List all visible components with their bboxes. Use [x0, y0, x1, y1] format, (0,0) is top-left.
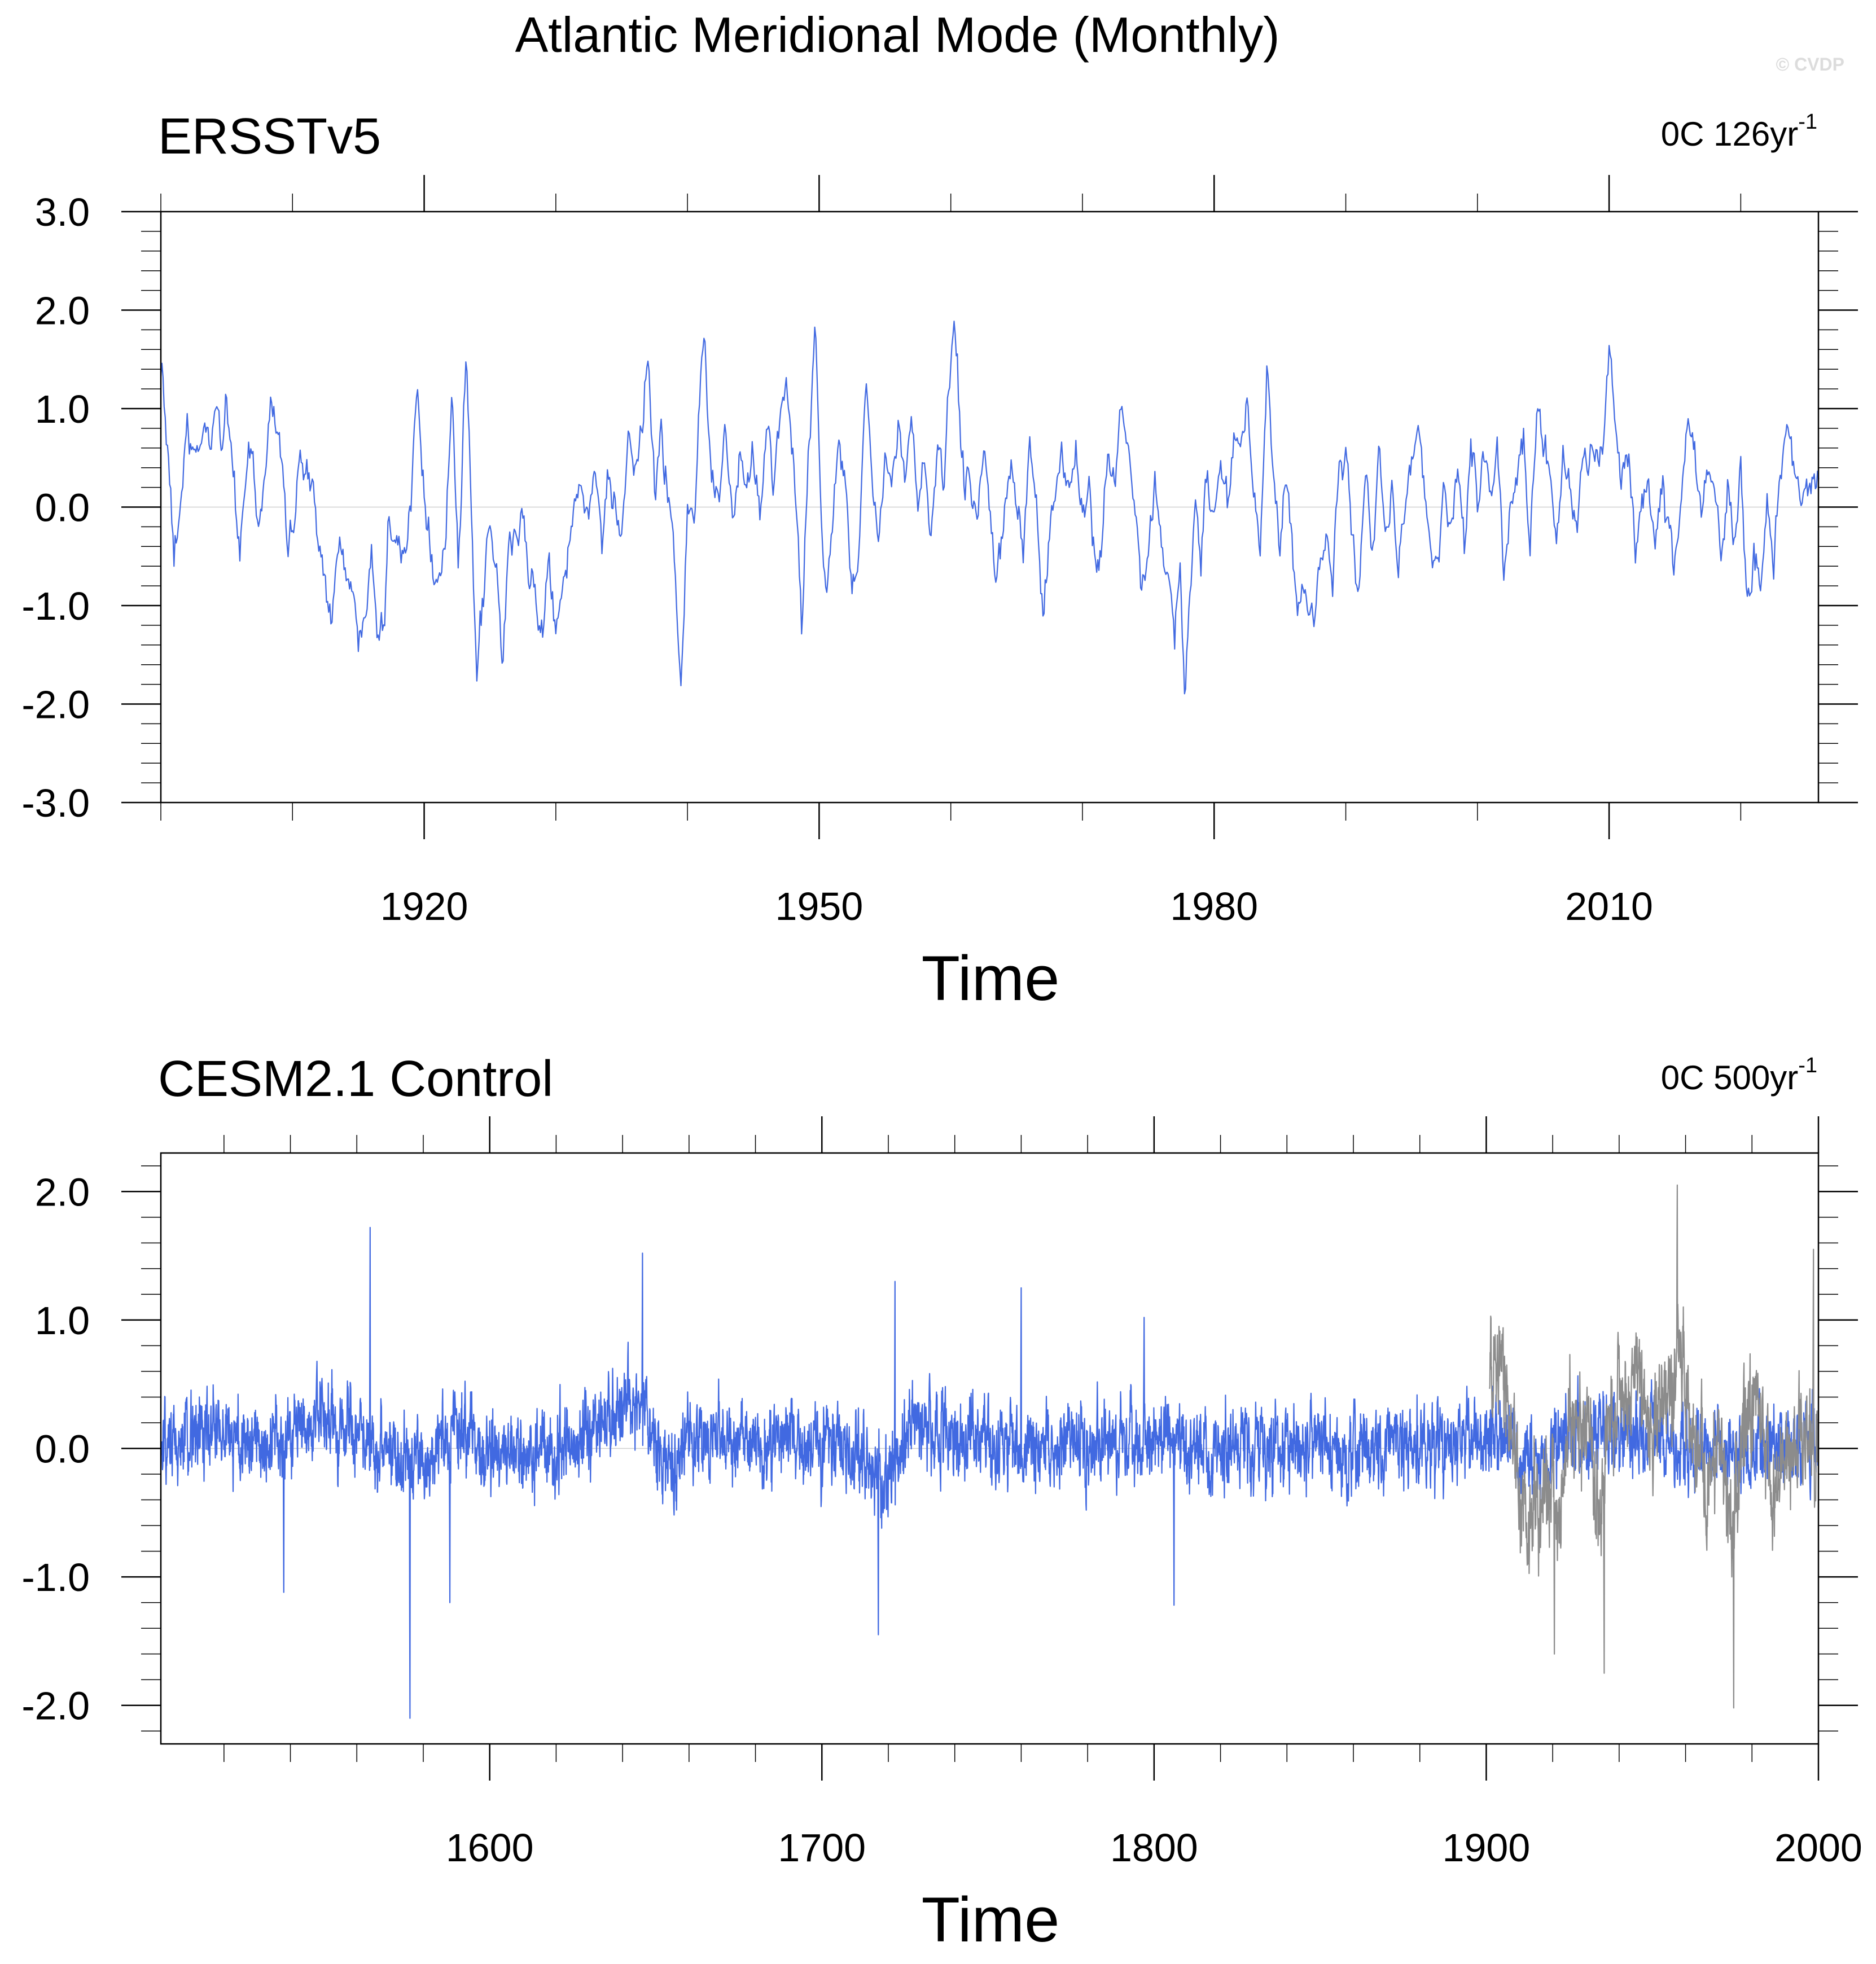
x-tick-label: 1900 [1443, 1826, 1531, 1870]
panel-title-cesm21-control: CESM2.1 Control [158, 1051, 553, 1107]
y-tick-label: -2.0 [21, 683, 90, 727]
panel-annotation-cesm21-control: 0C 500yr-1 [1661, 1054, 1817, 1097]
y-tick-label: -2.0 [21, 1684, 90, 1728]
x-tick-label: 1600 [446, 1826, 534, 1870]
y-tick-label: 3.0 [35, 190, 90, 234]
y-axis-cesm21-control: -2.0 -1.0 0.0 1.0 2.0 [21, 1165, 1858, 1731]
y-tick-label: 1.0 [35, 1299, 90, 1343]
x-axis-label-cesm21-control: Time [922, 1884, 1060, 1955]
watermark: © CVDP [1776, 54, 1844, 74]
y-tick-label: -3.0 [21, 781, 90, 825]
annotation-text-cesm21-control: 0C 500yr [1661, 1059, 1798, 1097]
panel-cesm21-control: CESM2.1 Control 0C 500yr-1 -2.0 -1.0 0.0 1.… [21, 1051, 1862, 1955]
y-tick-label: 0.0 [35, 1427, 90, 1471]
y-tick-label: -1.0 [21, 1555, 90, 1599]
figure-title: Atlantic Meridional Mode (Monthly) [515, 7, 1280, 63]
x-tick-label: 2010 [1565, 884, 1653, 928]
panel-annotation-ersstv5: 0C 126yr-1 [1661, 110, 1817, 153]
y-tick-label: 2.0 [35, 289, 90, 333]
y-tick-label: 0.0 [35, 486, 90, 530]
panel-title-ersstv5: ERSSTv5 [158, 108, 381, 165]
annotation-superscript-cesm21-control: -1 [1798, 1054, 1817, 1077]
series-line-cesm21-control [160, 1226, 1819, 1719]
annotation-text-ersstv5: 0C 126yr [1661, 115, 1798, 153]
annotation-superscript-ersstv5: -1 [1798, 110, 1817, 134]
y-tick-label: -1.0 [21, 584, 90, 628]
y-tick-label: 1.0 [35, 387, 90, 431]
plot-frame-cesm21-control [160, 1152, 1820, 1745]
x-tick-label: 1800 [1110, 1826, 1198, 1870]
y-tick-label: 2.0 [35, 1170, 90, 1214]
series-line-ersstv5 [160, 321, 1820, 695]
x-axis-label-ersstv5: Time [922, 943, 1060, 1014]
plot-frame-ersstv5 [160, 211, 1820, 804]
y-axis-ersstv5: -3.0 -2.0 -1.0 0.0 1.0 2.0 3.0 [21, 190, 1858, 825]
x-tick-label: 1950 [775, 884, 864, 928]
overlay-line-cesm21-control [1489, 1184, 1819, 1709]
x-tick-label: 1980 [1170, 884, 1258, 928]
x-tick-label: 1920 [380, 884, 468, 928]
x-axis-ersstv5: 1920 1950 1980 2010 [160, 175, 1742, 928]
x-tick-label: 1700 [778, 1826, 866, 1870]
x-axis-cesm21-control: 1600 1700 1800 1900 2000 [223, 1116, 1862, 1870]
panel-ersstv5: ERSSTv5 0C 126yr-1 -3.0 -2.0 -1.0 0.0 1.0 2.0… [21, 108, 1858, 1014]
x-tick-label: 2000 [1774, 1826, 1862, 1870]
